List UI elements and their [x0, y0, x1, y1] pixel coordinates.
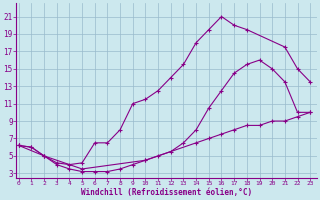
X-axis label: Windchill (Refroidissement éolien,°C): Windchill (Refroidissement éolien,°C) [81, 188, 252, 197]
